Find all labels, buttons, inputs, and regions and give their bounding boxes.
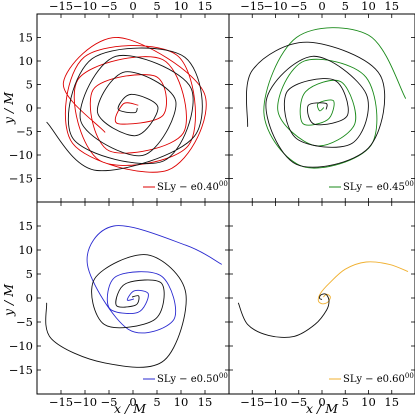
x-tick-label: −10	[73, 395, 97, 409]
x-tick-label: −5	[101, 395, 118, 409]
x-tick-label: 10	[174, 0, 189, 13]
y-tick-label: −15	[9, 172, 33, 186]
x-tick-label: 0	[129, 0, 136, 13]
legend-superscript: 00	[405, 372, 414, 380]
x-tick-label: 15	[384, 395, 399, 409]
x-tick-label: −15	[240, 0, 264, 13]
y-tick-label: −15	[9, 363, 33, 377]
legend-superscript: 00	[405, 180, 414, 188]
legend-superscript: 00	[219, 372, 228, 380]
legend-label: SLy − e0.5000	[157, 372, 228, 385]
series-line-star-1	[86, 225, 223, 334]
y-tick-label: 15	[18, 31, 33, 45]
y-tick-label: −10	[9, 148, 33, 162]
x-tick-label: 10	[361, 0, 376, 13]
x-tick-label: 10	[361, 395, 376, 409]
x-tick-label: 5	[342, 0, 349, 13]
y-axis-label-bottom: y / M	[1, 283, 16, 317]
x-tick-label: 5	[153, 395, 160, 409]
y-tick-label: 5	[26, 78, 33, 92]
x-tick-label: 15	[198, 0, 213, 13]
x-tick-label: 15	[384, 0, 399, 13]
panel-bottom-right: −15−10 −5 0 5 10 15 SLy − e0.6000	[228, 201, 415, 409]
x-tick-label: 5	[153, 0, 160, 13]
x-tick-label: 15	[198, 395, 213, 409]
legend-label: SLy − e0.6000	[343, 372, 414, 385]
y-axis-label-top: y / M	[1, 91, 16, 125]
panel-frame	[36, 201, 230, 395]
y-tick-label: 10	[18, 243, 33, 257]
x-tick-label: 0	[318, 395, 325, 409]
x-tick-label: −15	[49, 395, 73, 409]
x-tick-label: −10	[263, 0, 287, 13]
series-line-star-1	[263, 27, 407, 169]
series-line-star-2	[46, 47, 203, 172]
y-tick-label: −5	[16, 125, 33, 139]
y-tick-label: 0	[26, 101, 33, 115]
y-tick-label: 10	[18, 54, 33, 68]
legend-label: SLy − e0.4000	[157, 180, 228, 193]
series-line-star-2	[245, 41, 386, 168]
x-tick-label: −10	[73, 0, 97, 13]
series-line-star-2	[237, 293, 330, 338]
panel-top-right: −15−10 −5 0 5 10 15 SLy − e0.4500	[228, 0, 415, 203]
series-line-star-2	[45, 254, 187, 368]
y-tick-label: 15	[18, 219, 33, 233]
y-tick-label: 5	[26, 267, 33, 281]
panel-frame	[228, 13, 415, 203]
series-line-star-1	[62, 37, 207, 173]
x-tick-label: −15	[240, 395, 264, 409]
x-tick-label: −15	[49, 0, 73, 13]
y-tick-label: 0	[26, 291, 33, 305]
y-tick-label: −10	[9, 339, 33, 353]
x-tick-label: −10	[263, 395, 287, 409]
x-tick-label: 0	[318, 0, 325, 13]
x-tick-label: 10	[174, 395, 189, 409]
x-tick-label: −5	[290, 395, 307, 409]
x-tick-label: 5	[342, 395, 349, 409]
x-axis-label-left: x / M	[114, 401, 147, 416]
series-line-star-1	[317, 261, 409, 305]
x-tick-label: −5	[101, 0, 118, 13]
x-axis-label-right: x / M	[306, 401, 339, 416]
y-tick-label: −5	[16, 315, 33, 329]
x-tick-label: −5	[290, 0, 307, 13]
x-tick-label: 0	[129, 395, 136, 409]
legend-superscript: 00	[219, 180, 228, 188]
panel-frame	[228, 201, 415, 395]
legend-label: SLy − e0.4500	[343, 180, 414, 193]
